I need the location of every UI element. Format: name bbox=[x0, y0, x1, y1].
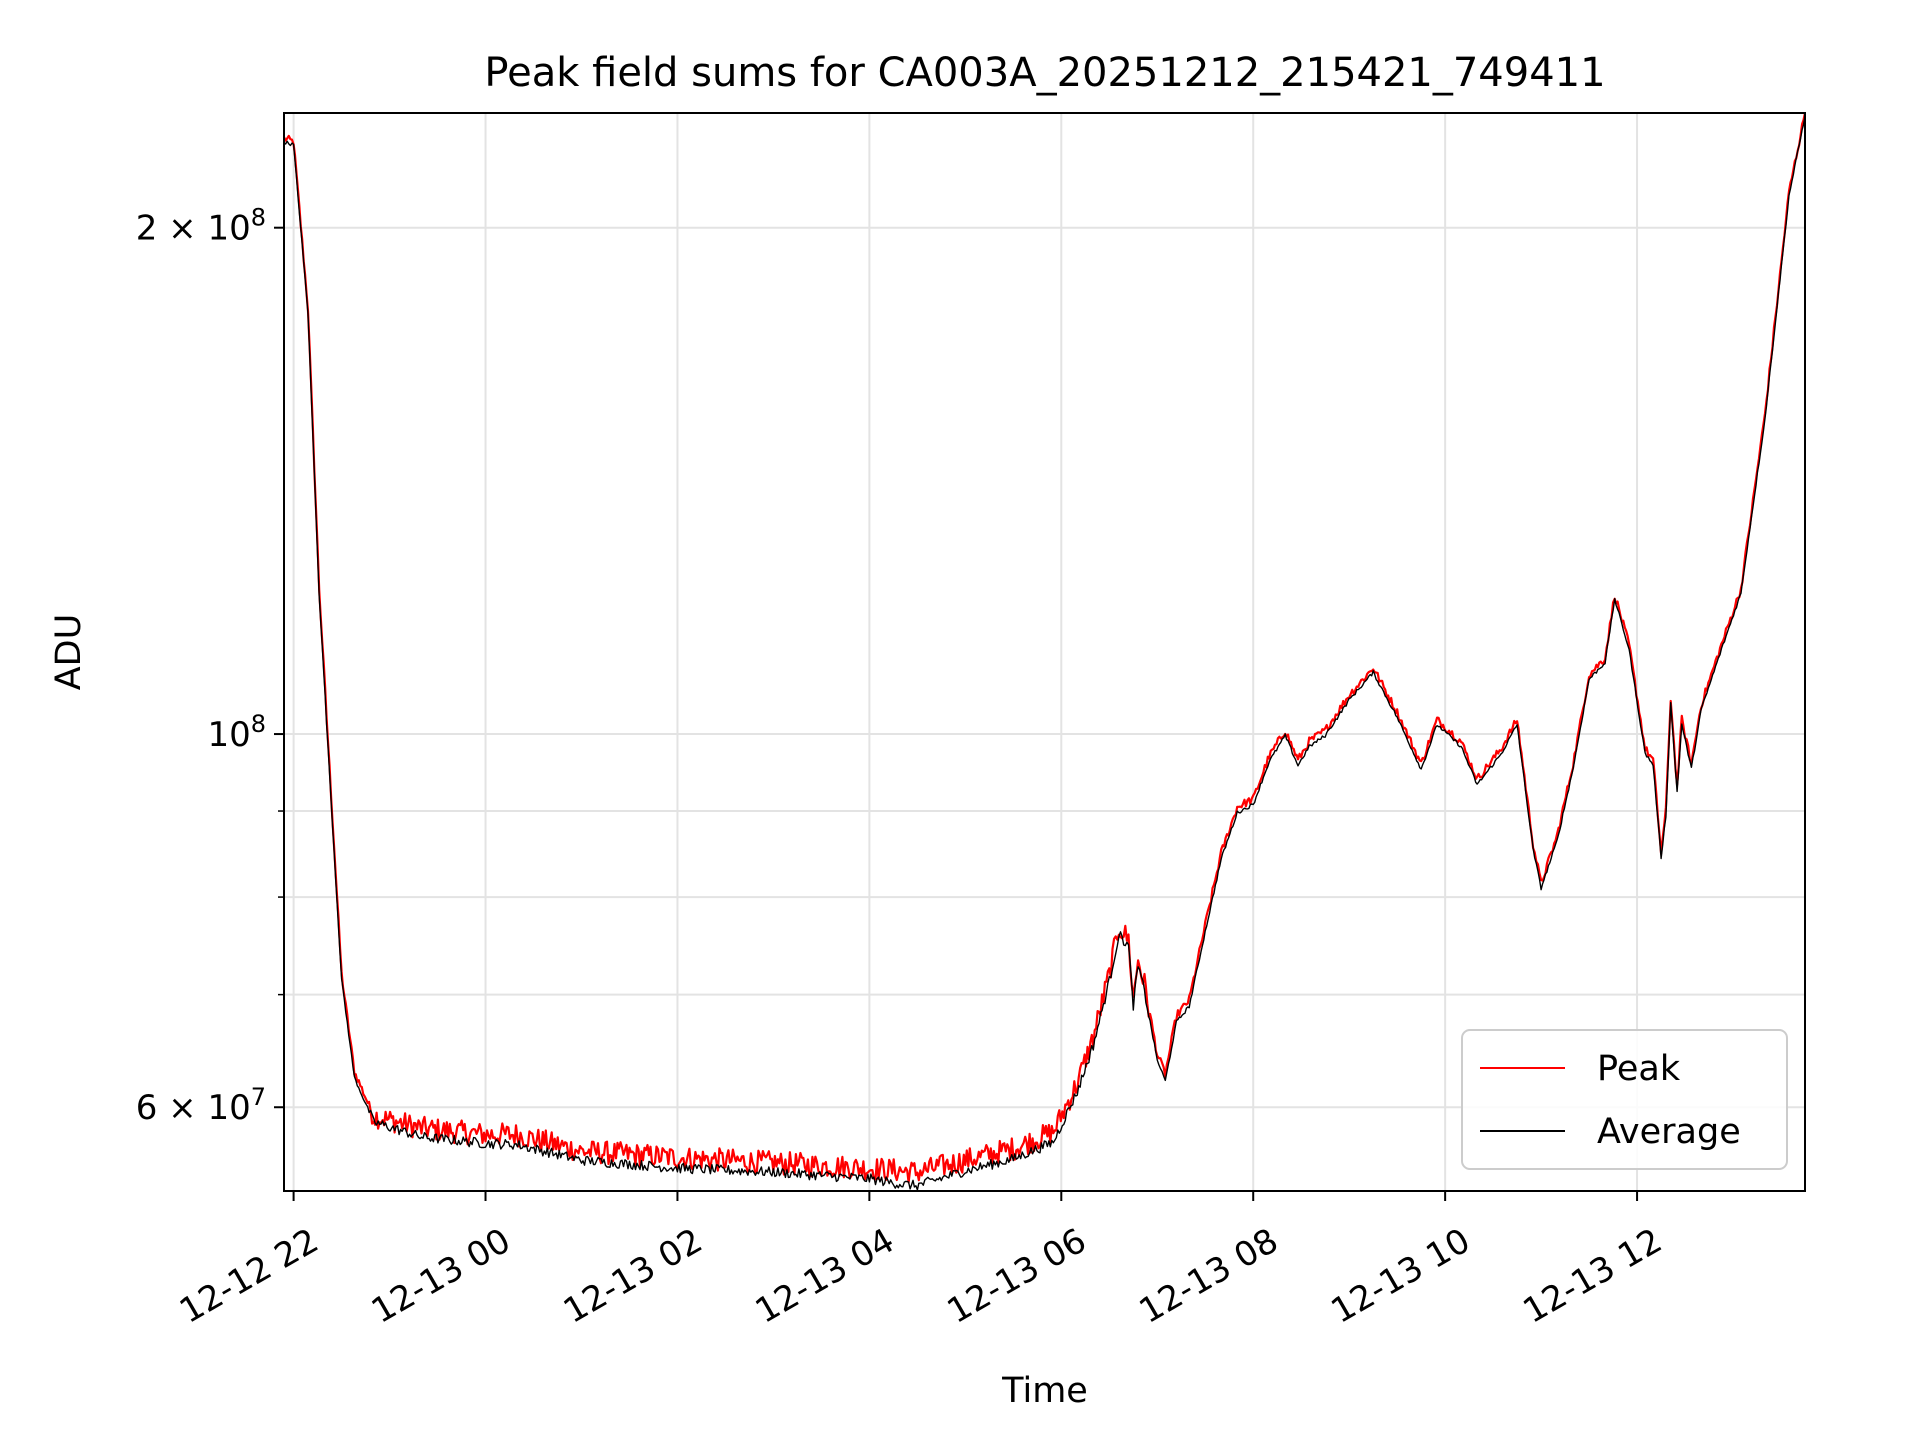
x-axis-label: Time bbox=[1001, 1371, 1088, 1411]
legend: Peak Average bbox=[1461, 1029, 1788, 1170]
series-line-peak bbox=[284, 113, 1805, 1184]
y-tick-label: 108 bbox=[207, 710, 266, 755]
y-tick-label: 6 × 107 bbox=[136, 1083, 266, 1128]
plot-area bbox=[284, 113, 1805, 1191]
axes-frame bbox=[283, 112, 1806, 1192]
y-tick-label: 2 × 108 bbox=[136, 204, 266, 249]
grid bbox=[284, 113, 1805, 1191]
series-layer bbox=[284, 113, 1805, 1191]
chart-title: Peak field sums for CA003A_20251212_2154… bbox=[484, 50, 1605, 96]
legend-label-peak: Peak bbox=[1597, 1049, 1681, 1089]
y-axis-label: ADU bbox=[49, 614, 89, 691]
legend-label-average: Average bbox=[1597, 1112, 1741, 1152]
y-axis: 108 2 × 108 6 × 107 bbox=[136, 204, 284, 1128]
legend-box bbox=[1461, 1029, 1788, 1170]
series-line-average bbox=[284, 115, 1805, 1191]
